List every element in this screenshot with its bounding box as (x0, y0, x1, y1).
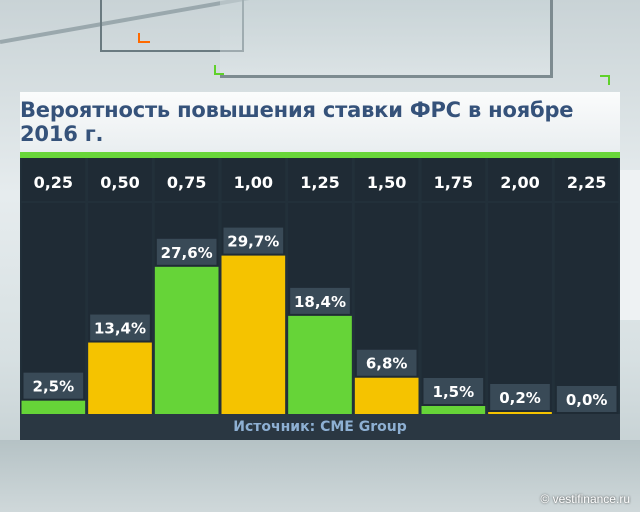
category-label: 0,75 (167, 173, 206, 192)
value-label: 13,4% (94, 320, 146, 338)
chart-panel: 0,25 2,5% 0,50 13,4% 0,75 27,6% 1,00 29,7% 1,25 1… (20, 152, 620, 440)
value-label-box (490, 384, 550, 410)
value-label-box (423, 378, 484, 404)
value-label-box (556, 386, 617, 412)
chart-bar (21, 400, 86, 414)
value-label: 1,5% (433, 383, 475, 401)
green-corner-marker-right (600, 75, 610, 85)
category-label: 2,00 (500, 173, 539, 192)
chart-bar (488, 412, 552, 414)
value-label-box (90, 314, 150, 341)
category-label: 0,25 (34, 173, 73, 192)
chart-column (21, 158, 86, 414)
green-corner-marker (214, 65, 224, 75)
chart-bar (288, 315, 352, 414)
value-label: 18,4% (294, 293, 346, 311)
value-label-box (23, 372, 84, 399)
chart-column (488, 158, 552, 414)
value-label-box (290, 287, 350, 314)
category-label: 0,50 (100, 173, 139, 192)
value-label: 29,7% (227, 233, 279, 251)
value-label-box (156, 238, 217, 265)
value-label: 0,0% (566, 391, 608, 409)
chart-bar (154, 266, 219, 414)
category-label: 1,75 (434, 173, 473, 192)
watermark: © vestifinance.ru (540, 492, 630, 506)
value-label: 27,6% (161, 244, 213, 262)
title-panel: Вероятность повышения ставки ФРС в ноябр… (20, 92, 620, 152)
chart-bar (421, 406, 486, 414)
value-label: 0,2% (499, 389, 541, 407)
source-bar: Источник: CME Group (20, 414, 620, 440)
value-label-box (223, 227, 284, 254)
value-label: 2,5% (33, 378, 75, 396)
category-label: 1,50 (367, 173, 406, 192)
bar-chart: 0,25 2,5% 0,50 13,4% 0,75 27,6% 1,00 29,7% 1,25 1… (20, 158, 620, 414)
orange-corner-marker (138, 33, 150, 43)
chart-bar (88, 342, 152, 414)
chart-bar (354, 377, 419, 414)
chart-column (554, 158, 619, 414)
chart-bar (221, 255, 286, 414)
source-label: Источник: CME Group (233, 419, 407, 435)
chart-title: Вероятность повышения ставки ФРС в ноябр… (20, 98, 574, 146)
category-label: 1,00 (234, 173, 273, 192)
studio-floor (0, 440, 640, 512)
value-label: 6,8% (366, 355, 408, 373)
chart-column (421, 158, 486, 414)
studio-frame-center (220, 0, 553, 78)
category-label: 1,25 (300, 173, 339, 192)
category-label: 2,25 (567, 173, 606, 192)
value-label-box (356, 349, 417, 376)
